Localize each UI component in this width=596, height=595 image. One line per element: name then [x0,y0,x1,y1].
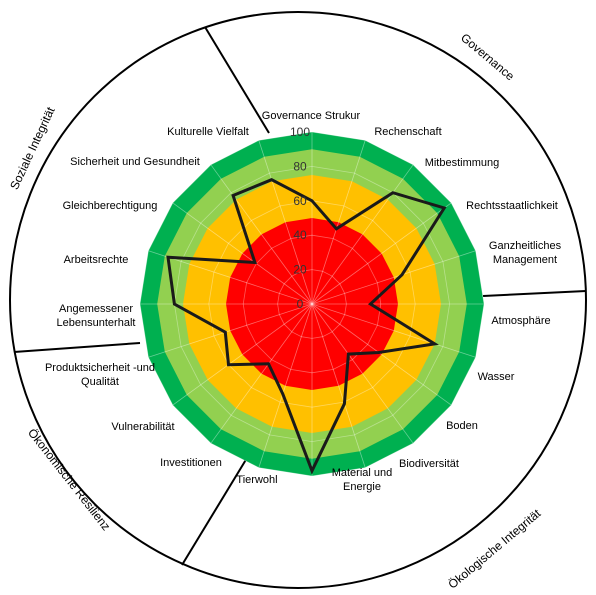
category-labels: Governance Strukur Rechenschaft Mitbestimm… [45,110,562,493]
category-label-3: Rechtsstaatlichkeit [466,200,558,212]
series-point-13 [227,363,230,366]
category-label-12: Vulnerabilität [111,421,174,433]
tick-label-0: 0 [297,297,304,311]
score-bands [140,132,484,476]
spoke-13 [172,303,313,406]
category-label-16: Gleichberechtigung [63,200,158,212]
series-point-5 [369,302,372,306]
category-label-2: Mitbestimmung [425,157,500,169]
tick-label-60: 60 [293,194,307,208]
sector-dividers [13,26,587,566]
spoke-6 [311,303,476,358]
sector-label-governance: Governance [458,31,517,84]
category-label-8: Biodiversität [399,458,459,470]
category-label-14: Angemessener Lebensunterhalt [57,303,136,329]
category-label-7: Boden [446,420,478,432]
sector-label-oekonomische: Ökonomische Resilienz [25,426,113,533]
sector-label-soziale: Soziale Integrität [7,104,58,192]
divider-governance-oekologische [482,290,587,297]
spoke-7 [311,303,452,406]
category-label-11: Investitionen [160,457,222,469]
series-point-11 [281,392,284,396]
grid-ring-100 [139,131,485,477]
spoke-17 [172,202,313,305]
category-label-18: Kulturelle Vielfalt [167,126,249,138]
spoke-9 [311,303,366,468]
spoke-4 [311,250,476,305]
series-point-0 [310,199,314,202]
category-label-0: Governance Strukur [262,110,361,122]
series-point-4 [400,273,404,276]
spoke-11 [258,303,313,468]
spoke-16 [148,250,313,305]
sector-label-oekologische: Ökologische Integrität [445,506,543,592]
radar-series [166,178,447,475]
series-point-2 [391,191,395,194]
spoke-12 [210,303,313,444]
series-point-9 [343,402,346,405]
grid-ring-60 [208,200,416,408]
divider-oekonomische-oekologische [181,452,251,566]
grid-ring-20 [277,269,347,339]
tick-label-80: 80 [293,159,307,173]
spoke-3 [311,202,452,305]
series-point-15 [173,302,176,306]
tick-label-20: 20 [293,263,307,277]
category-label-9: Material und Energie [332,467,393,493]
series-point-1 [335,227,338,230]
series-point-19 [270,178,273,181]
series-point-7 [377,351,380,354]
series-point-12 [267,362,270,365]
tick-label-100: 100 [290,125,310,139]
grid-ring-40 [242,234,382,374]
spoke-18 [210,164,313,305]
spoke-19 [258,140,313,305]
series-point-6 [433,342,436,346]
spoke-14 [148,303,313,358]
radial-tick-labels: 0 20 40 60 80 100 [290,125,310,311]
series-point-10 [310,469,314,472]
divider-governance-soziale [204,26,270,134]
category-label-15: Arbeitsrechte [64,254,129,266]
category-label-13: Produktsicherheit -und Qualität [45,362,155,388]
category-label-6: Wasser [478,371,515,383]
series-point-16 [166,256,170,259]
spoke-1 [311,140,366,305]
series-point-17 [253,261,257,264]
series-point-14 [224,331,227,334]
outer-ring [9,11,587,589]
band-0-50 [226,218,398,390]
category-label-4: Ganzheitliches Management [489,240,562,266]
tick-label-40: 40 [293,228,307,242]
series-point-8 [347,352,350,356]
category-label-1: Rechenschaft [374,126,441,138]
spoke-8 [311,303,414,444]
radar-spokes [139,131,485,477]
spoke-2 [311,164,414,305]
series-point-18 [231,194,235,197]
series-point-3 [443,206,446,210]
category-label-10: Tierwohl [236,474,277,486]
category-label-5: Atmosphäre [491,315,550,327]
divider-soziale-oekonomische [13,342,141,353]
grid-ring-80 [173,165,451,443]
category-label-17: Sicherheit und Gesundheit [70,156,200,168]
